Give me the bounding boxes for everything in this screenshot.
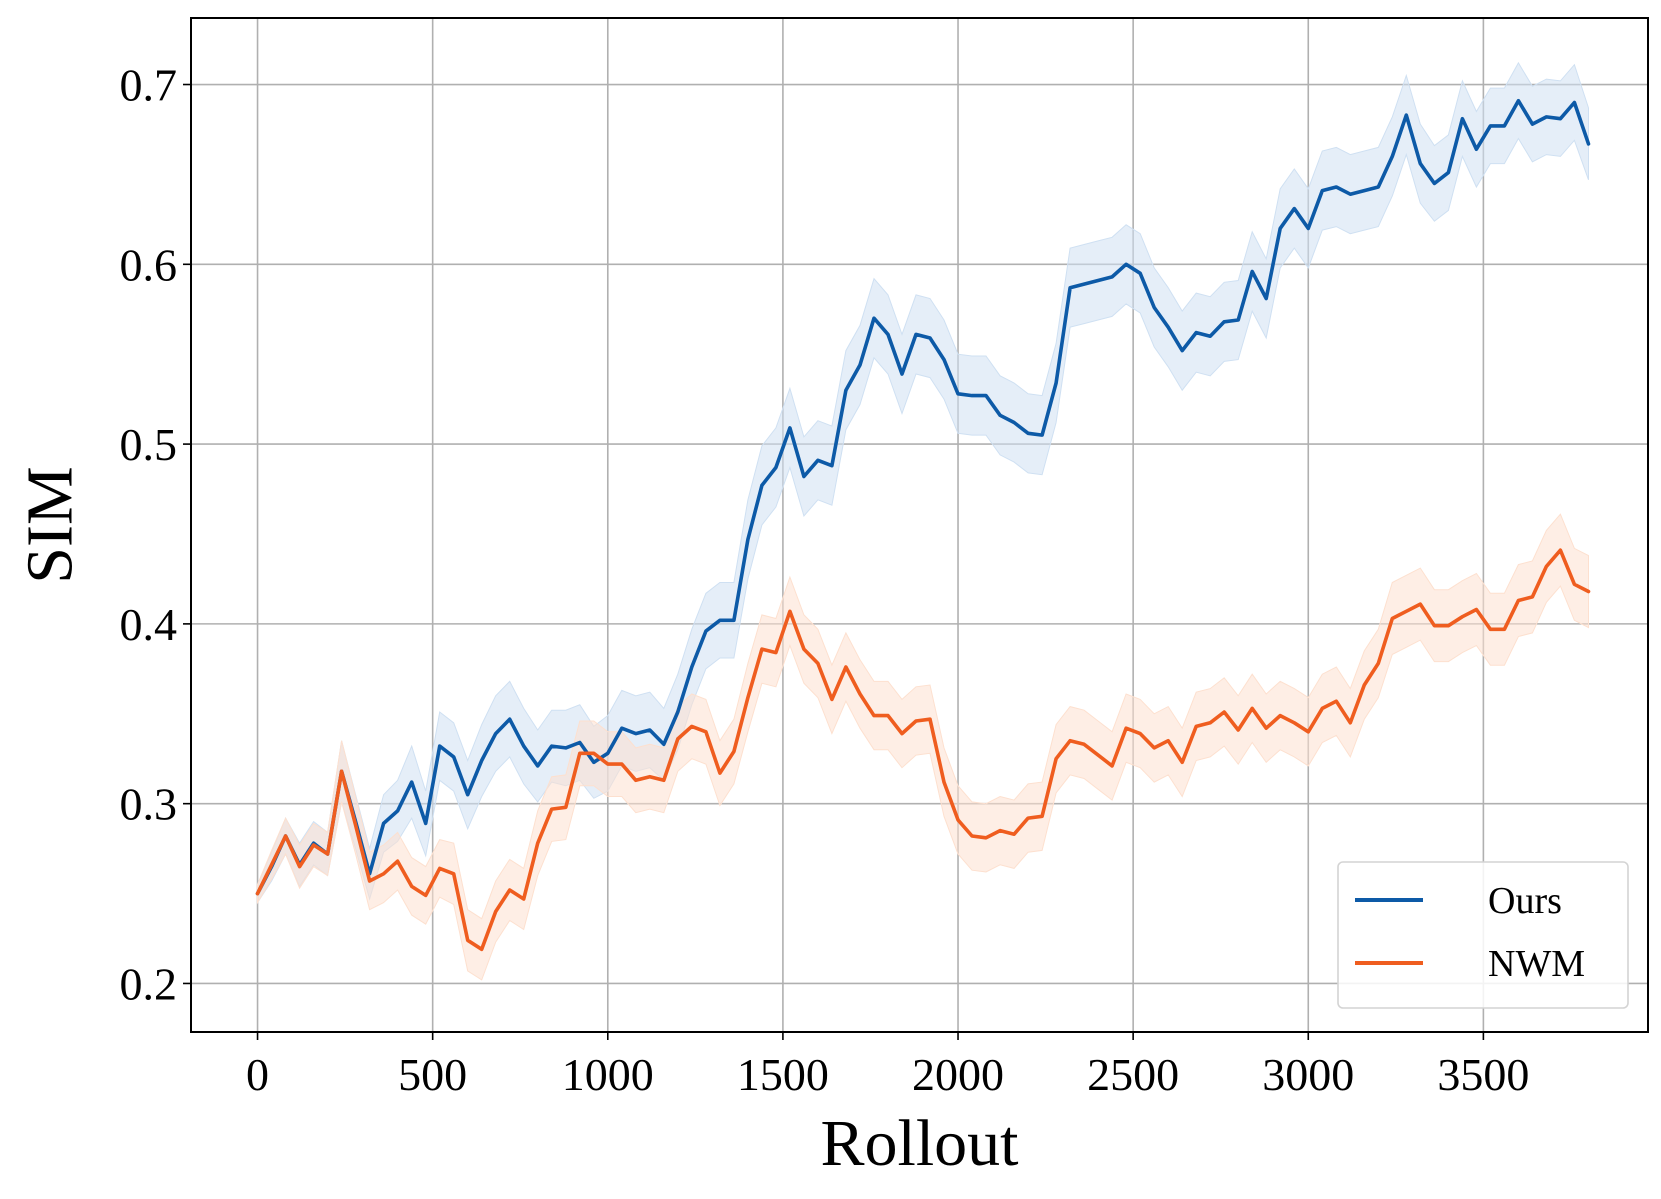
y-tick-label: 0.6 bbox=[120, 239, 178, 290]
x-tick-label: 1000 bbox=[562, 1049, 654, 1100]
y-tick-label: 0.3 bbox=[120, 779, 178, 830]
x-tick-label: 2000 bbox=[912, 1049, 1004, 1100]
confidence-bands bbox=[257, 61, 1589, 981]
legend: Ours NWM bbox=[1337, 861, 1629, 1009]
line-nwm bbox=[255, 548, 1591, 952]
y-tick-label: 0.2 bbox=[120, 958, 178, 1009]
legend-box bbox=[1337, 861, 1629, 1009]
x-tick-label: 500 bbox=[398, 1049, 467, 1100]
legend-label-ours: Ours bbox=[1488, 880, 1562, 922]
line-ours bbox=[255, 98, 1591, 896]
x-tick-label: 3000 bbox=[1262, 1049, 1354, 1100]
legend-label-nwm: NWM bbox=[1488, 943, 1585, 985]
y-tick-label: 0.7 bbox=[120, 60, 178, 111]
band-nwm bbox=[257, 513, 1589, 981]
y-tick-label: 0.4 bbox=[120, 599, 178, 650]
x-axis-label: Rollout bbox=[820, 1107, 1018, 1180]
x-tick-label: 1500 bbox=[737, 1049, 829, 1100]
x-tick-label: 3500 bbox=[1437, 1049, 1529, 1100]
axis-ticks: 0 500 1000 1500 2000 2500 3000 3500 0.2 0.3 0.4 0.5… bbox=[120, 60, 1530, 1100]
x-tick-label: 2500 bbox=[1087, 1049, 1179, 1100]
series-lines bbox=[255, 98, 1591, 952]
x-tick-label: 0 bbox=[246, 1049, 269, 1100]
y-axis-label: SIM bbox=[14, 466, 87, 583]
y-tick-label: 0.5 bbox=[120, 419, 178, 470]
plot-area-frame bbox=[190, 17, 1649, 1033]
